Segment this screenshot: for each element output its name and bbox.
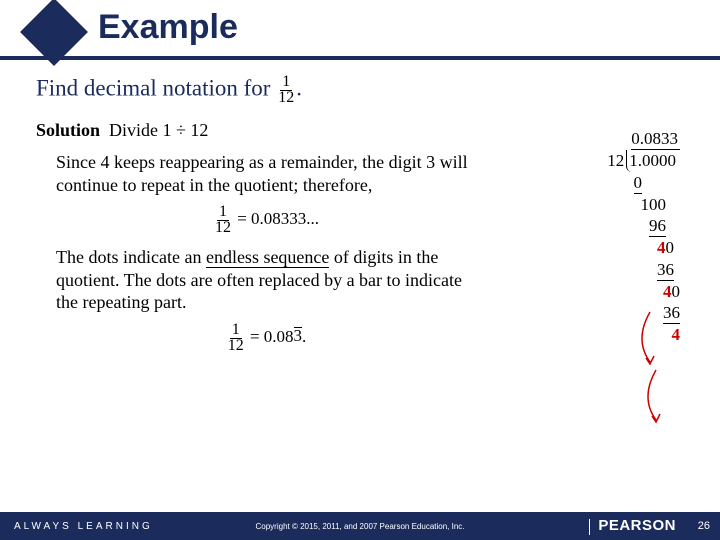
diamond-icon — [20, 0, 88, 66]
equation-1: 1 12 = 0.08333... — [56, 204, 476, 236]
solution-label: Solution — [36, 120, 100, 140]
paragraph-1: Since 4 keeps reappearing as a remainder… — [56, 151, 476, 196]
work-line: 96 — [607, 215, 680, 237]
eq2-den: 12 — [226, 337, 246, 354]
eq1-den: 12 — [213, 219, 233, 236]
problem-fraction: 1 12 — [276, 74, 296, 106]
copyright: Copyright © 2015, 2011, and 2007 Pearson… — [256, 522, 465, 531]
work-line: 40 — [607, 237, 680, 258]
dividend: 1.0000 — [629, 151, 676, 170]
work-line: 100 — [607, 194, 680, 215]
footer: ALWAYS LEARNING Copyright © 2015, 2011, … — [0, 512, 720, 540]
always-learning: ALWAYS LEARNING — [0, 521, 153, 532]
work-lines: 010096403640364 — [607, 172, 680, 346]
para2-underline: endless sequence — [206, 247, 329, 268]
dividend-row: 12 1.0000 — [607, 150, 680, 171]
divisor: 12 — [607, 150, 626, 171]
equation-2: 1 12 = 0.083. — [56, 322, 476, 354]
eq1-fraction: 1 12 — [213, 204, 233, 236]
solution-text: Divide 1 ÷ 12 — [109, 120, 208, 140]
work-line: 36 — [607, 302, 680, 324]
problem-lead: Find decimal notation for — [36, 75, 270, 100]
quotient: 0.0833 — [631, 128, 680, 150]
work-line: 36 — [607, 259, 680, 281]
slide-header: Example — [0, 0, 720, 60]
eq2-bar: 3 — [294, 327, 303, 343]
solution-line: Solution Divide 1 ÷ 12 — [36, 120, 690, 141]
eq2-eq: = 0.08 — [250, 326, 294, 345]
work-line: 0 — [607, 172, 680, 194]
pearson-logo: PEARSON — [589, 517, 676, 534]
problem-trail: . — [296, 75, 302, 100]
work-line: 4 — [607, 324, 680, 345]
paragraph-2: The dots indicate an endless sequence of… — [56, 246, 476, 314]
eq2-fraction: 1 12 — [226, 322, 246, 354]
work-line: 40 — [607, 281, 680, 302]
bracket-icon: 1.0000 — [626, 150, 676, 171]
slide-title: Example — [98, 8, 238, 47]
eq2-trail: . — [302, 326, 306, 345]
long-division: 0.0833 12 1.0000 010096403640364 — [607, 128, 680, 346]
para2a: The dots indicate an — [56, 247, 206, 267]
problem-statement: Find decimal notation for 1 12 . — [36, 74, 690, 106]
fraction-den: 12 — [276, 89, 296, 106]
page-number: 26 — [698, 520, 710, 532]
eq2-num: 1 — [230, 321, 242, 339]
eq1-rhs: = 0.08333... — [237, 209, 319, 228]
